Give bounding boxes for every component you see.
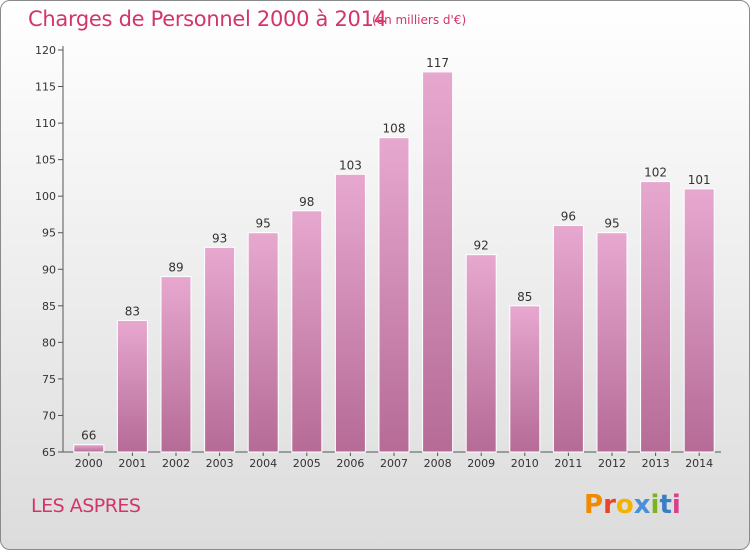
x-tick-label-2014: 2014 <box>685 457 713 470</box>
y-tick-label: 90 <box>42 263 56 276</box>
data-label-2011: 96 <box>561 209 576 223</box>
data-label-2006: 103 <box>339 158 362 172</box>
logo-letter: i <box>671 490 681 520</box>
bar-2014 <box>683 188 715 453</box>
x-tick-label-2006: 2006 <box>336 457 364 470</box>
bars <box>73 71 715 453</box>
bar-2003 <box>204 246 236 453</box>
x-tick-label-2008: 2008 <box>424 457 452 470</box>
data-label-2013: 102 <box>644 166 667 180</box>
logo-letter: x <box>633 490 651 520</box>
unit-note: (en milliers d'€) <box>372 13 467 27</box>
data-label-2001: 83 <box>125 304 140 318</box>
data-label-2003: 93 <box>212 231 227 245</box>
data-label-2007: 108 <box>383 122 406 136</box>
y-tick-label: 120 <box>35 44 56 57</box>
data-label-2008: 117 <box>426 56 449 70</box>
bar-2005 <box>291 210 323 453</box>
bar-2008 <box>422 71 454 453</box>
bar-2000 <box>73 444 105 453</box>
x-tick-label-2013: 2013 <box>642 457 670 470</box>
data-label-2014: 101 <box>688 173 711 187</box>
bar-2012 <box>596 232 628 453</box>
proxiti-logo: Proxiti <box>584 490 681 520</box>
bar-2007 <box>378 137 410 453</box>
commune-name: LES ASPRES <box>31 495 141 517</box>
bar-2013 <box>640 181 672 453</box>
y-tick-label: 95 <box>42 227 56 240</box>
x-tick-label-2012: 2012 <box>598 457 626 470</box>
data-label-2012: 95 <box>604 217 619 231</box>
x-tick-label-2002: 2002 <box>162 457 190 470</box>
x-tick-label-2004: 2004 <box>249 457 277 470</box>
x-tick-label-2001: 2001 <box>118 457 146 470</box>
bar-2010 <box>509 305 541 453</box>
logo-letter: r <box>603 490 616 520</box>
bar-2006 <box>334 173 366 453</box>
bar-2002 <box>160 276 192 453</box>
y-tick-label: 75 <box>42 373 56 386</box>
x-tick-label-2011: 2011 <box>554 457 582 470</box>
y-tick-label: 105 <box>35 154 56 167</box>
data-label-2009: 92 <box>474 239 489 253</box>
x-tick-label-2000: 2000 <box>75 457 103 470</box>
x-tick-label-2010: 2010 <box>511 457 539 470</box>
x-tick-label-2009: 2009 <box>467 457 495 470</box>
logo-letter: P <box>584 490 604 520</box>
logo-letter: i <box>650 490 660 520</box>
bar-2004 <box>247 232 279 453</box>
axes: 65 70 75 80 85 90 95 100 105 110 115 120 2000 2001 200… <box>35 44 721 470</box>
x-tick-label-2005: 2005 <box>293 457 321 470</box>
x-tick-label-2003: 2003 <box>206 457 234 470</box>
chart-title: Charges de Personnel 2000 à 2014 <box>28 7 387 31</box>
y-tick-label: 85 <box>42 300 56 313</box>
bar-2011 <box>552 224 584 453</box>
y-tick-label: 115 <box>35 81 56 94</box>
data-label-2004: 95 <box>256 217 271 231</box>
data-label-2002: 89 <box>168 261 183 275</box>
y-tick-label: 70 <box>42 409 56 422</box>
y-tick-label: 65 <box>42 446 56 459</box>
logo-letter: t <box>659 490 672 520</box>
bar-2001 <box>116 319 148 453</box>
y-tick-label: 110 <box>35 117 56 130</box>
data-label-2010: 85 <box>517 290 532 304</box>
data-label-2000: 66 <box>81 429 96 443</box>
y-tick-label: 80 <box>42 336 56 349</box>
logo-letter: o <box>615 490 634 520</box>
x-tick-label-2007: 2007 <box>380 457 408 470</box>
data-label-2005: 98 <box>299 195 314 209</box>
y-tick-label: 100 <box>35 190 56 203</box>
data-labels: 66 83 89 93 95 98 103 108 117 92 85 96 95 102 101 <box>81 56 710 443</box>
bar-2009 <box>465 254 497 453</box>
